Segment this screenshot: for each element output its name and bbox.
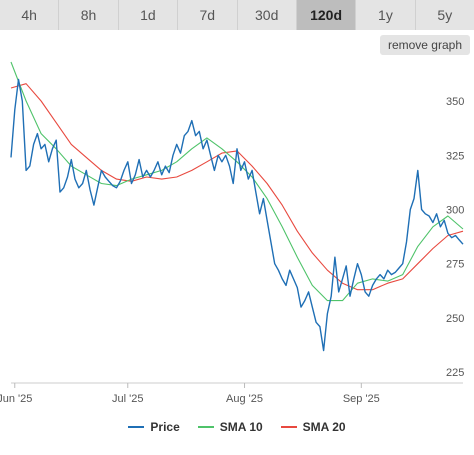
y-tick-label: 325 (446, 150, 464, 162)
legend-label-price: Price (150, 420, 180, 434)
y-tick-label: 300 (446, 204, 464, 216)
timeframe-tabs: 4h 8h 1d 7d 30d 120d 1y 5y (0, 0, 474, 30)
series-lines (10, 61, 464, 352)
chart-legend: Price SMA 10 SMA 20 (0, 420, 474, 434)
legend-swatch-price (128, 426, 145, 428)
tab-120d[interactable]: 120d (296, 0, 357, 30)
tab-4h[interactable]: 4h (0, 0, 60, 30)
legend-label-sma-20: SMA 20 (302, 420, 346, 434)
sma-10-line (10, 61, 464, 302)
remove-graph-button[interactable]: remove graph (379, 35, 470, 55)
y-tick-label: 350 (446, 96, 464, 108)
y-tick-label: 250 (446, 313, 464, 325)
legend-label-sma-10: SMA 10 (219, 420, 263, 434)
price-line (10, 78, 464, 352)
x-tick-label: Sep '25 (343, 393, 380, 405)
tab-7d[interactable]: 7d (178, 0, 238, 30)
y-tick-label: 275 (446, 259, 464, 271)
legend-swatch-sma-20 (280, 426, 297, 428)
tab-1y[interactable]: 1y (356, 0, 416, 30)
x-tick-label: Jul '25 (112, 393, 143, 405)
legend-item-sma-20[interactable]: SMA 20 (280, 420, 346, 434)
tab-1d[interactable]: 1d (119, 0, 179, 30)
legend-item-sma-10[interactable]: SMA 10 (197, 420, 263, 434)
tab-30d[interactable]: 30d (238, 0, 297, 30)
x-tick-label: Aug '25 (226, 393, 263, 405)
x-tick-label: Jun '25 (0, 393, 32, 405)
legend-swatch-sma-10 (197, 426, 214, 428)
tab-8h[interactable]: 8h (59, 0, 119, 30)
axis-ticks: 225 250 275 300 325 350 Jun '25 Jul '25 Aug '25 S… (0, 96, 464, 405)
legend-item-price[interactable]: Price (128, 420, 180, 434)
tab-5y[interactable]: 5y (437, 7, 453, 23)
y-tick-label: 225 (446, 367, 464, 379)
